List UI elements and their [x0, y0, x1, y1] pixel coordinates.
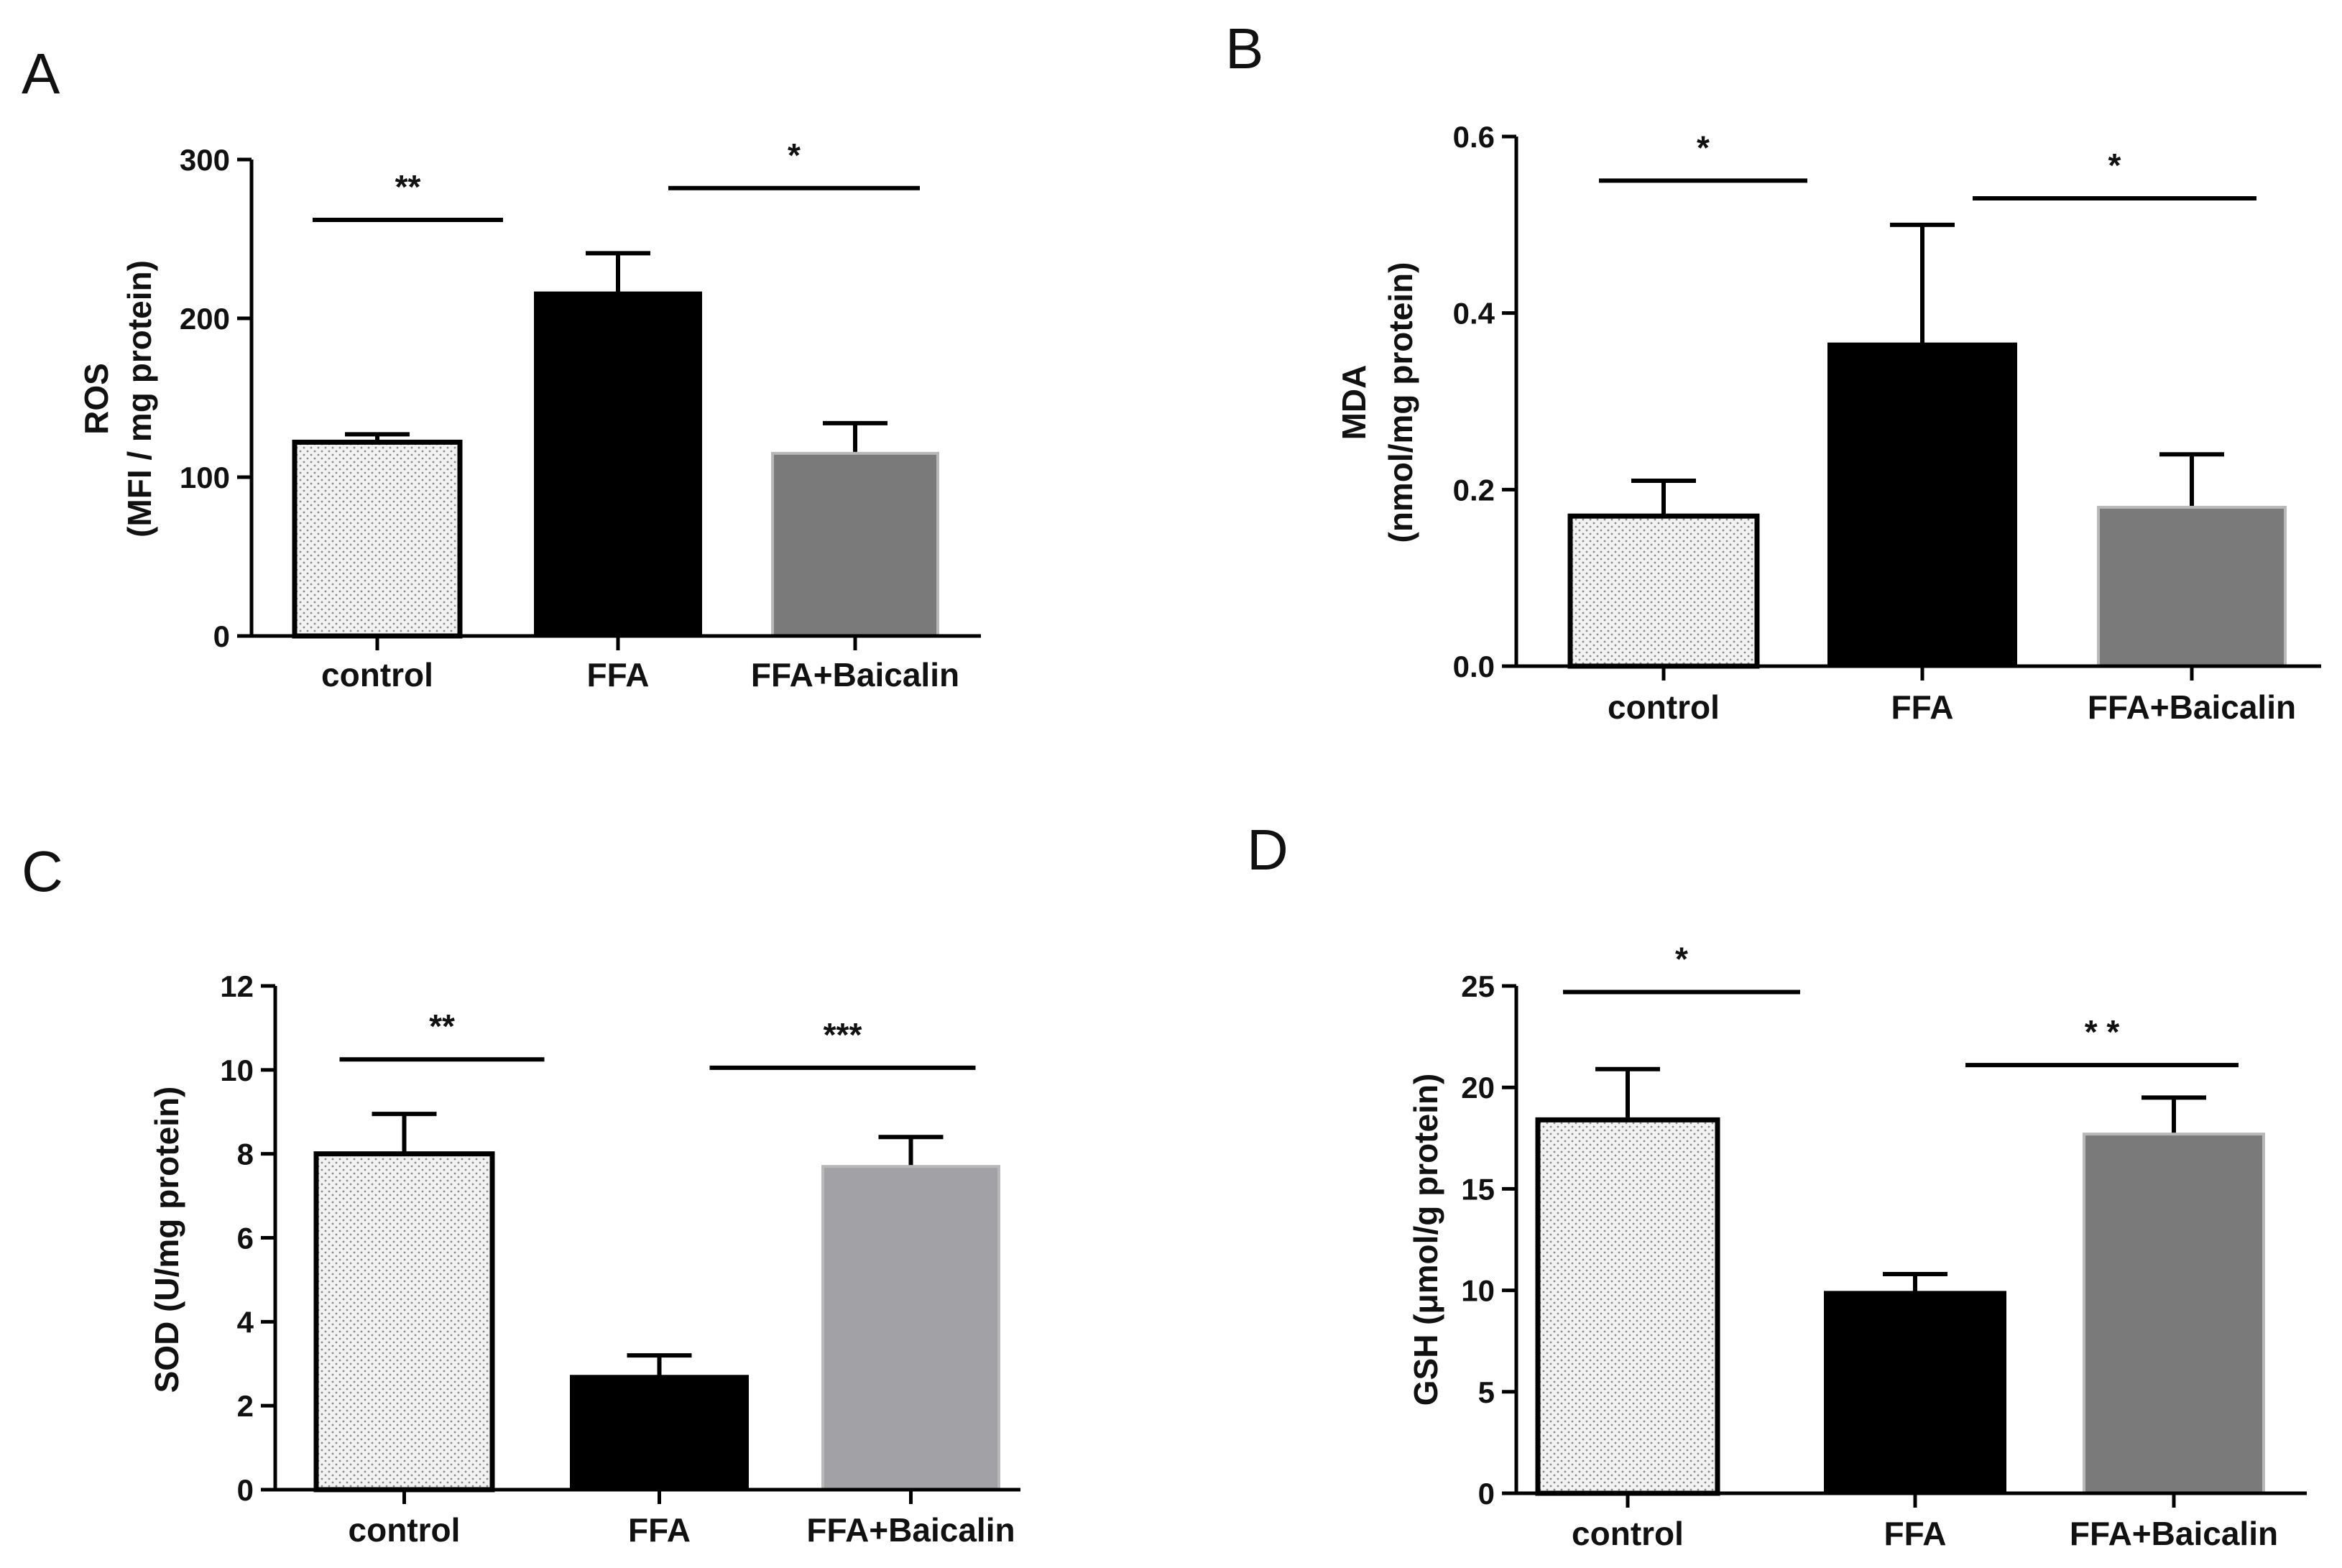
y-tick-label: 0: [237, 1473, 254, 1507]
y-tick-label: 0: [1478, 1477, 1495, 1511]
x-category-label: FFA+Baicalin: [751, 656, 959, 693]
y-tick-label: 25: [1461, 969, 1495, 1003]
y-tick-label: 15: [1461, 1172, 1495, 1206]
bar-ffa: [534, 291, 702, 637]
significance-label: ***: [824, 1016, 862, 1053]
x-category-label: control: [1608, 688, 1720, 726]
x-category-label: FFA: [1884, 1515, 1947, 1552]
bar-ffa: [1824, 1291, 2006, 1495]
chart-panel-b: B 0.0 0.2 0.4 0.6 control FFA FFA+Baicalin * * MDA…: [1225, 17, 2321, 726]
significance-label: *: [2108, 147, 2121, 184]
y-tick-label: 2: [237, 1389, 254, 1423]
panel-letter: C: [22, 839, 63, 903]
y-tick-label: 4: [237, 1305, 254, 1339]
y-tick-label: 100: [180, 461, 230, 494]
y-axis-label: SOD (U/mg protein): [148, 1087, 185, 1393]
y-tick-label: 8: [237, 1138, 254, 1171]
y-tick-label: 12: [220, 969, 254, 1003]
y-axis-label: (MFI / mg protein): [121, 260, 158, 538]
x-category-label: FFA: [1891, 688, 1954, 726]
panel-letter: A: [22, 42, 60, 106]
bar-ffa-baicalin: [2097, 505, 2287, 668]
y-tick-label: 5: [1478, 1375, 1495, 1409]
x-category-label: FFA+Baicalin: [2070, 1515, 2278, 1552]
y-tick-label: 0: [213, 619, 230, 653]
bar-control: [292, 439, 463, 639]
y-tick-label: 20: [1461, 1071, 1495, 1104]
y-axis-label: ROS: [78, 363, 115, 435]
bar-ffa-baicalin: [2083, 1133, 2265, 1495]
x-category-label: FFA+Baicalin: [806, 1511, 1015, 1549]
y-axis-label: (nmol/mg protein): [1382, 262, 1419, 543]
chart-panel-d: D 0 5 10 15 20 25 control FFA FFA+Baicalin * * * GSH…: [1247, 818, 2307, 1552]
bar-ffa: [570, 1375, 749, 1492]
y-axis-label: MDA: [1335, 365, 1373, 441]
bar-control: [313, 1151, 495, 1493]
significance-label: *: [1675, 940, 1688, 977]
x-category-label: control: [321, 656, 433, 693]
y-tick-label: 6: [237, 1222, 254, 1255]
x-category-label: FFA+Baicalin: [2088, 688, 2296, 726]
y-tick-label: 200: [180, 302, 230, 336]
panel-letter: D: [1247, 818, 1288, 882]
significance-label: **: [429, 1007, 455, 1045]
y-axis-label: GSH (μmol/g protein): [1407, 1074, 1444, 1406]
y-tick-label: 0.4: [1453, 297, 1495, 331]
significance-label: *: [1697, 129, 1710, 166]
significance-label: * *: [2085, 1013, 2120, 1051]
x-category-label: FFA: [587, 656, 650, 693]
bar-ffa: [1827, 342, 2017, 668]
bar-ffa-baicalin: [771, 451, 939, 637]
y-tick-label: 10: [220, 1053, 254, 1087]
y-tick-label: 300: [180, 143, 230, 177]
y-tick-label: 0.6: [1453, 120, 1495, 154]
y-tick-label: 0.0: [1453, 650, 1495, 683]
significance-label: *: [788, 137, 801, 174]
x-category-label: control: [1572, 1515, 1684, 1552]
x-category-label: FFA: [628, 1511, 691, 1549]
y-tick-label: 0.2: [1453, 473, 1495, 507]
bar-control: [1567, 513, 1760, 669]
bar-control: [1535, 1117, 1720, 1496]
y-tick-label: 10: [1461, 1274, 1495, 1308]
significance-label: **: [395, 168, 421, 206]
panel-letter: B: [1225, 17, 1263, 80]
x-category-label: control: [349, 1511, 461, 1549]
bar-ffa-baicalin: [821, 1165, 1000, 1491]
